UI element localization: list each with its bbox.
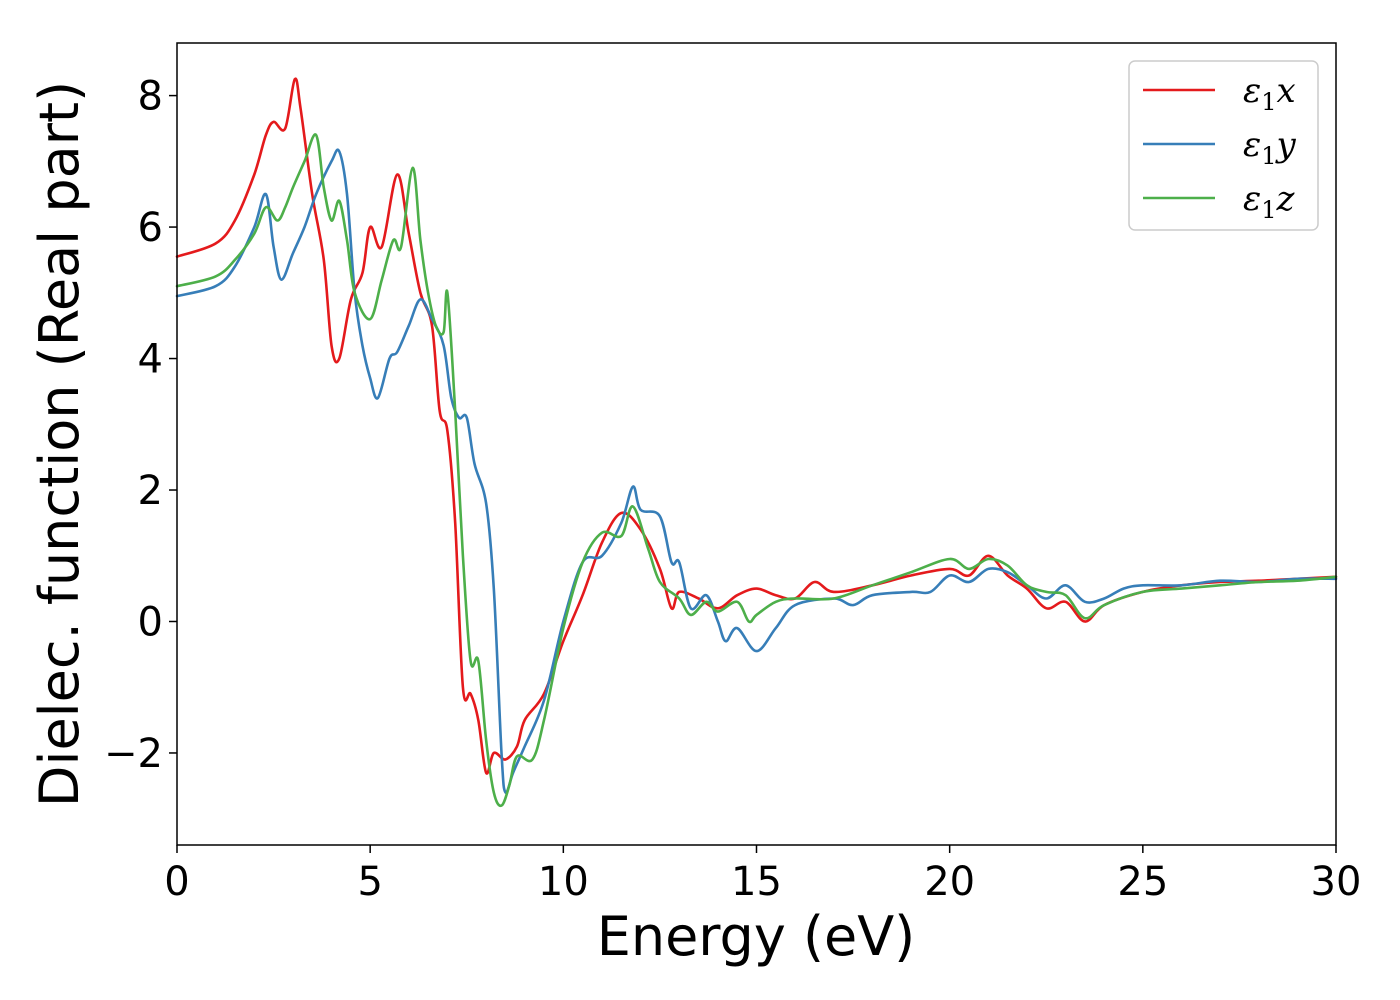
series-line-z [175, 133, 1338, 808]
y-tick-label: 0 [138, 599, 163, 645]
y-tick-label: 6 [138, 205, 163, 251]
series-line-x [175, 77, 1338, 775]
legend-label-z: ε1z [1243, 179, 1296, 224]
y-axis-ticks: −2 0 2 4 6 8 [104, 74, 177, 777]
x-axis-ticks: 0 5 10 15 20 25 30 [164, 845, 1361, 905]
x-tick-label: 0 [164, 859, 189, 905]
series-layer [175, 77, 1338, 808]
x-tick-label: 20 [924, 859, 975, 905]
x-tick-label: 15 [731, 859, 782, 905]
legend-label-y: ε1y [1243, 125, 1297, 170]
x-tick-label: 30 [1311, 859, 1362, 905]
legend-frame [1128, 60, 1319, 231]
x-axis-title: Energy (eV) [597, 905, 916, 968]
x-tick-label: 10 [538, 859, 589, 905]
legend-label-x: ε1x [1243, 71, 1296, 116]
x-tick-label: 5 [357, 859, 382, 905]
y-tick-label: −2 [104, 731, 163, 777]
legend: ε1x ε1y ε1z [1128, 60, 1319, 231]
y-axis-title: Dielec. function (Real part) [28, 81, 91, 807]
x-tick-label: 25 [1117, 859, 1168, 905]
y-tick-label: 2 [138, 468, 163, 514]
y-tick-label: 8 [138, 74, 163, 120]
y-tick-label: 4 [138, 337, 163, 383]
